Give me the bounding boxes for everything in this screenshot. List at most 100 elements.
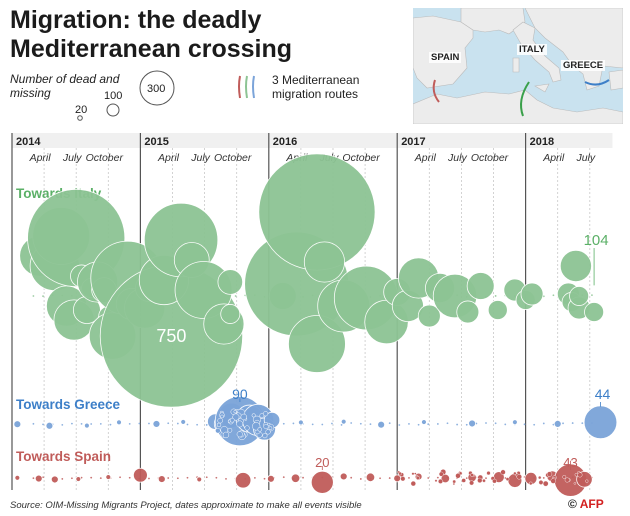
series-spain-baseline-dot bbox=[388, 477, 391, 479]
series-spain-cluster-dot bbox=[438, 478, 443, 484]
series-greece-baseline-dot bbox=[282, 422, 285, 425]
series-greece-cluster-dot bbox=[236, 431, 243, 438]
series-italy-baseline-dot bbox=[494, 295, 497, 297]
map-label-greece: GREECE bbox=[561, 60, 606, 71]
series-spain-cluster-dot bbox=[482, 478, 486, 483]
series-spain-baseline-dot bbox=[465, 477, 468, 480]
series-greece-cluster-dot bbox=[262, 433, 268, 439]
series-greece-baseline-dot bbox=[167, 422, 170, 425]
series-spain-cluster-dot bbox=[546, 471, 553, 477]
series-spain-event bbox=[50, 475, 59, 484]
series-spain-baseline-dot bbox=[148, 477, 150, 480]
series-italy-event bbox=[220, 304, 241, 324]
series-spain-event bbox=[196, 476, 203, 483]
afp-credit: © AFP bbox=[568, 497, 604, 511]
series-greece-baseline-dot bbox=[148, 422, 150, 425]
chart-title: Migration: the deadly Mediterranean cros… bbox=[10, 6, 293, 63]
series-spain-event bbox=[440, 473, 451, 484]
series-greece-baseline-dot bbox=[523, 423, 526, 426]
series-greece-event bbox=[180, 419, 187, 425]
size-legend-circle-20 bbox=[77, 115, 83, 121]
series-greece-event bbox=[512, 419, 518, 426]
series-spain-baseline-dot bbox=[253, 476, 256, 479]
series-spain-event bbox=[157, 475, 166, 483]
series-spain-baseline-dot bbox=[167, 477, 170, 479]
series-spain-event bbox=[310, 470, 334, 494]
series-greece-baseline-dot bbox=[456, 423, 459, 426]
highlight-value-greece: 44 bbox=[595, 386, 611, 402]
month-tick-label: October bbox=[471, 152, 509, 164]
series-greece-event bbox=[340, 418, 347, 425]
series-greece-baseline-dot bbox=[494, 422, 497, 425]
map-route-greece-arrow bbox=[584, 79, 610, 86]
month-tick-label: July bbox=[190, 152, 210, 164]
series-greece-baseline-dot bbox=[292, 422, 295, 425]
series-greece-baseline-dot bbox=[71, 422, 73, 425]
series-greece-baseline-dot bbox=[504, 423, 507, 426]
series-greece-baseline-dot bbox=[176, 422, 179, 425]
series-greece-cluster-dot bbox=[265, 429, 271, 435]
series-italy-event bbox=[456, 300, 480, 324]
series-spain-cluster-dot bbox=[411, 472, 415, 476]
size-legend bbox=[77, 70, 175, 121]
series-spain-cluster-dot bbox=[469, 480, 475, 486]
series-greece-baseline-dot bbox=[533, 423, 536, 426]
series-greece-cluster-dot bbox=[251, 413, 256, 418]
month-tick-label: April bbox=[29, 152, 52, 164]
series-greece-cluster-dot bbox=[267, 422, 271, 426]
route-spain-line bbox=[238, 75, 241, 99]
size-legend-circle-300 bbox=[139, 70, 175, 106]
series-spain-cluster-dot bbox=[577, 472, 583, 478]
series-greece-baseline-dot bbox=[186, 423, 189, 426]
series-spain-baseline-dot bbox=[71, 477, 73, 480]
series-greece-event bbox=[84, 422, 90, 429]
series-spain-baseline-dot bbox=[263, 477, 266, 480]
series-italy-event bbox=[520, 282, 544, 306]
series-spain-event bbox=[34, 474, 43, 483]
series-spain-baseline-dot bbox=[176, 477, 179, 480]
series-spain-baseline-dot bbox=[427, 477, 430, 479]
series-greece-cluster-dot bbox=[215, 427, 221, 434]
series-greece-baseline-dot bbox=[80, 422, 83, 425]
series-italy-baseline-dot bbox=[552, 294, 555, 297]
series-greece-cluster-dot bbox=[263, 411, 269, 417]
series-spain-cluster-dot bbox=[438, 471, 444, 477]
series-label-spain: Towards Spain bbox=[16, 449, 111, 464]
series-italy-event bbox=[466, 272, 495, 300]
series-spain-baseline-dot bbox=[225, 477, 227, 480]
month-tick-label: July bbox=[447, 152, 467, 164]
series-greece-event bbox=[152, 420, 161, 428]
series-spain-cluster-dot bbox=[550, 478, 556, 484]
series-spain-cluster-dot bbox=[542, 480, 549, 487]
series-spain-baseline-dot bbox=[205, 476, 208, 479]
series-spain-cluster-dot bbox=[492, 478, 497, 484]
series-greece-cluster-dot bbox=[233, 410, 237, 414]
series-spain-cluster-dot bbox=[505, 477, 510, 481]
route-greece-line bbox=[252, 75, 255, 99]
series-spain-cluster-dot bbox=[486, 471, 491, 476]
map-land-africa bbox=[413, 89, 623, 124]
year-band bbox=[12, 133, 613, 148]
series-spain-cluster-dot bbox=[477, 477, 483, 483]
series-italy-event bbox=[559, 249, 592, 283]
series-italy-event bbox=[569, 286, 590, 306]
source-note: Source: OIM-Missing Migrants Project, da… bbox=[10, 500, 362, 511]
series-greece-baseline-dot bbox=[350, 422, 353, 424]
series-spain-event bbox=[14, 474, 21, 481]
series-spain-baseline-dot bbox=[542, 477, 545, 479]
series-spain-cluster-dot bbox=[585, 479, 589, 483]
series-greece-baseline-dot bbox=[369, 423, 372, 426]
series-greece-baseline-dot bbox=[205, 424, 208, 426]
series-spain-baseline-dot bbox=[99, 477, 102, 480]
series-greece-cluster-dot bbox=[232, 413, 240, 421]
series-greece-baseline-dot bbox=[128, 422, 131, 425]
series-spain-event bbox=[339, 472, 348, 481]
series-spain-baseline-dot bbox=[436, 476, 439, 479]
series-greece-baseline-dot bbox=[398, 424, 401, 426]
series-spain-event bbox=[234, 472, 252, 489]
series-spain-cluster-dot bbox=[398, 471, 402, 476]
series-spain-cluster-dot bbox=[455, 473, 461, 479]
series-greece-baseline-dot bbox=[571, 422, 574, 424]
series-italy-baseline-dot bbox=[42, 295, 44, 298]
series-greece-event bbox=[468, 419, 476, 428]
